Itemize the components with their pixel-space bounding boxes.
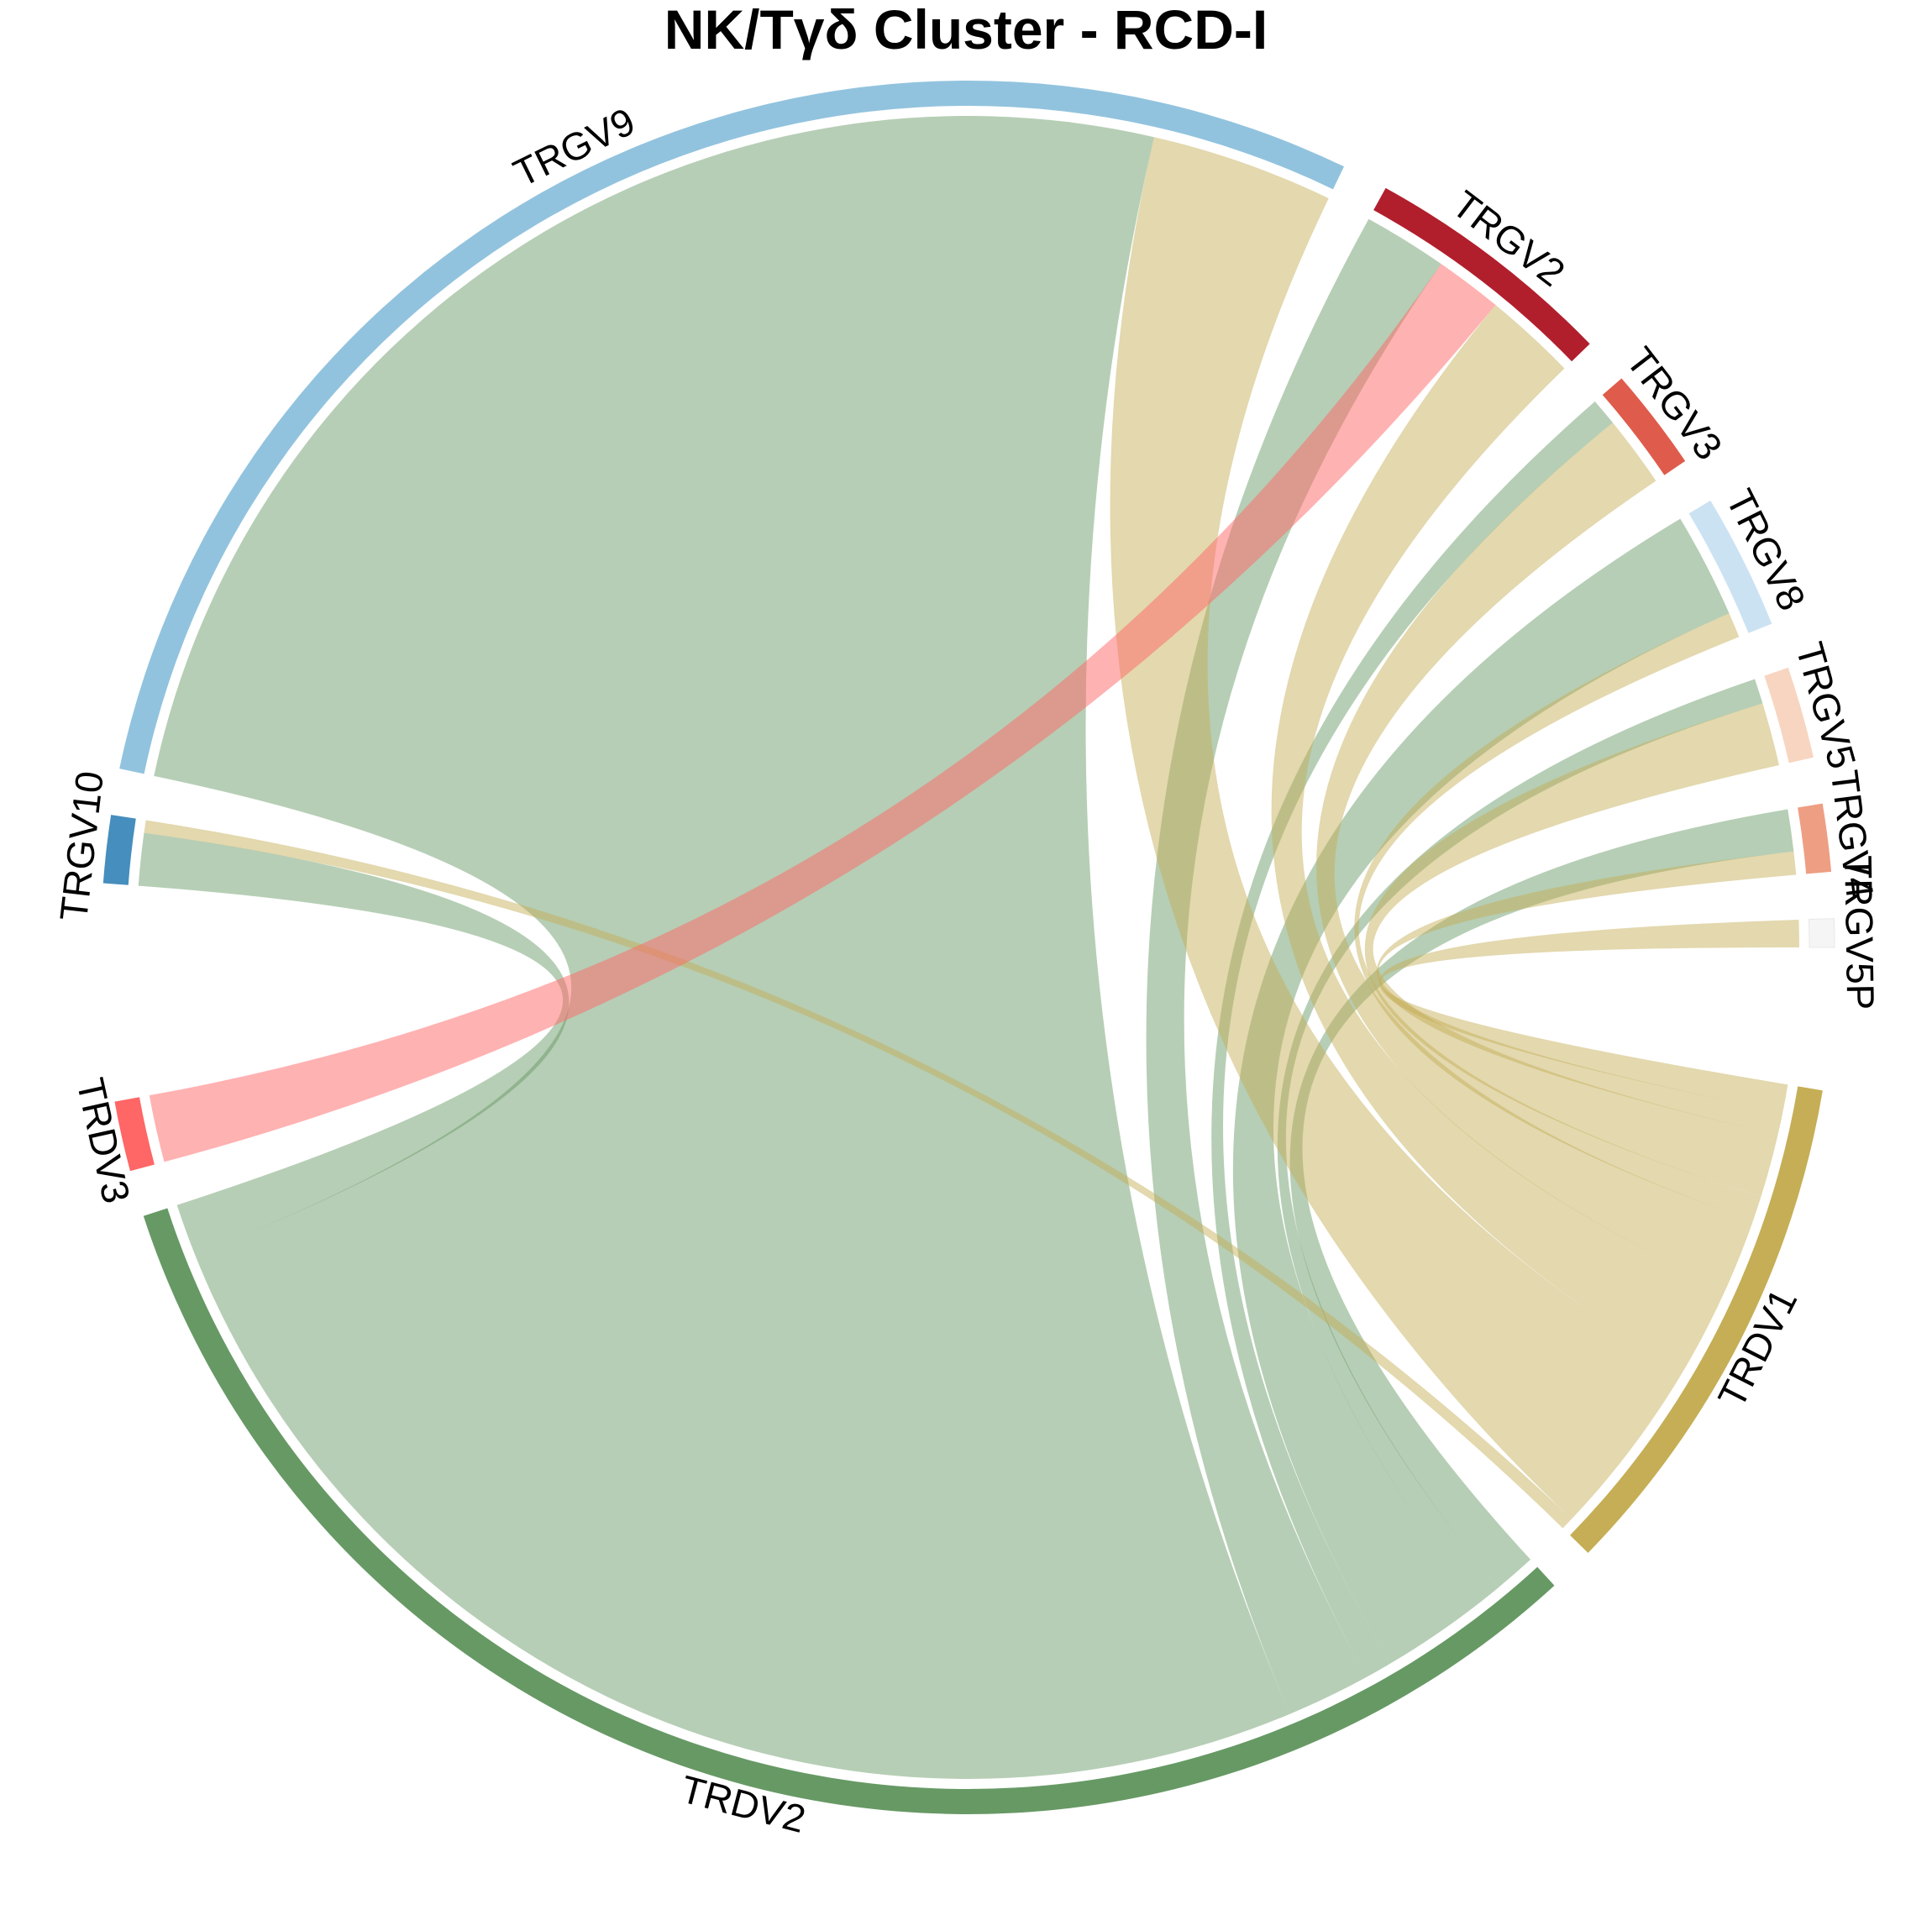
sector-trgv5 (1764, 667, 1814, 763)
sector-trdv3 (114, 1097, 155, 1172)
sector-trdv2 (143, 1208, 1555, 1814)
sector-trgv3 (1602, 378, 1686, 475)
sector-label-trgv5p: TRGV5P (1836, 855, 1882, 1010)
link-trdv2-trgv10 (138, 832, 570, 1256)
link-trdv1-trgv9 (1110, 137, 1683, 1519)
sector-trgv2 (1373, 187, 1590, 362)
link-trdv3-trgv2 (149, 264, 1496, 1162)
sectors-layer (102, 81, 1835, 1814)
sector-trgv10 (102, 815, 136, 885)
links-layer (138, 115, 1799, 1779)
link-trdv1-trgv2 (1271, 305, 1727, 1372)
sector-trgv5p (1808, 918, 1835, 948)
link-trdv2-trgv9 (154, 115, 1290, 1779)
link-trdv2-trgv8 (1232, 518, 1730, 1664)
link-trdv1-trgv4 (1376, 851, 1797, 1136)
link-trdv1-trgv5p (1378, 920, 1799, 1112)
sector-trdv1 (1570, 1086, 1823, 1553)
link-trdv1-trgv8 (1354, 613, 1761, 1221)
sector-trgv8 (1688, 500, 1772, 633)
link-trdv1-trgv5 (1364, 703, 1779, 1197)
link-trdv1-trgv3 (1316, 422, 1753, 1288)
sector-label-trgv10: TRGV10 (51, 769, 112, 923)
sector-trgv4 (1798, 803, 1832, 874)
chart-title: NK/Tγδ Cluster - RCD-I (664, 0, 1268, 60)
